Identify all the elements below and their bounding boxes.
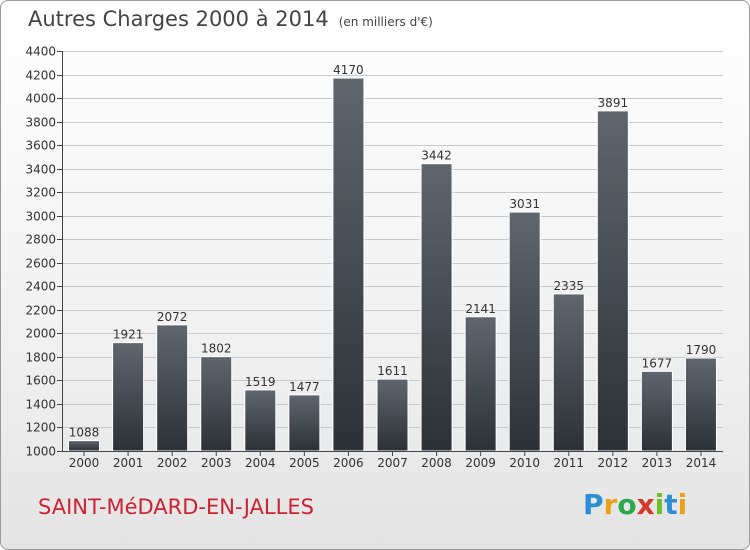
bar — [376, 378, 409, 452]
y-tick-label: 1600 — [25, 374, 56, 388]
y-tick-label: 1800 — [25, 351, 56, 365]
bar — [684, 357, 717, 452]
y-tick-label: 4400 — [25, 45, 56, 59]
x-tick-label: 2008 — [421, 456, 452, 470]
y-tick-label: 1400 — [25, 398, 56, 412]
bar-value-label: 1611 — [377, 364, 408, 378]
y-tick-label: 2000 — [25, 327, 56, 341]
x-tick-label: 2002 — [157, 456, 188, 470]
y-tick-label: 2200 — [25, 304, 56, 318]
bar — [288, 394, 321, 452]
y-tick-label: 3400 — [25, 163, 56, 177]
y-tick-label: 2400 — [25, 280, 56, 294]
x-tick-label: 2010 — [509, 456, 540, 470]
city-name: SAINT-MéDARD-EN-JALLES — [38, 495, 314, 519]
logo-letter: r — [603, 488, 618, 521]
x-tick-label: 2004 — [245, 456, 276, 470]
logo-letter: o — [617, 488, 637, 521]
bar — [200, 356, 233, 452]
y-tick-label: 2600 — [25, 257, 56, 271]
y-tick-label: 3800 — [25, 116, 56, 130]
bar-value-label: 1677 — [642, 356, 673, 370]
y-tick-label: 4200 — [25, 69, 56, 83]
y-tick-label: 1200 — [25, 421, 56, 435]
y-tick-label: 3600 — [25, 139, 56, 153]
x-tick-label: 2006 — [333, 456, 364, 470]
bar — [508, 211, 541, 452]
axes-group: 1000 1200 1400 1600 1800 2000 2200 2400 2600 2800… — [25, 45, 723, 470]
x-tick-label: 2009 — [465, 456, 496, 470]
x-tick-label: 2011 — [553, 456, 584, 470]
bar-value-label: 2072 — [157, 310, 188, 324]
bar-value-label: 2141 — [465, 302, 496, 316]
bar — [244, 389, 277, 452]
x-tick-label: 2003 — [201, 456, 232, 470]
logo-letter: t — [664, 488, 678, 521]
bar — [156, 324, 189, 452]
bar — [552, 293, 585, 452]
bar — [596, 110, 629, 452]
x-tick-label: 2013 — [642, 456, 673, 470]
bar-value-label: 1802 — [201, 342, 232, 356]
logo-letter: i — [677, 488, 688, 521]
bar — [420, 163, 453, 452]
y-tick-label: 1000 — [25, 445, 56, 459]
x-tick-label: 2005 — [289, 456, 320, 470]
bar-value-label: 1477 — [289, 380, 320, 394]
bar — [640, 370, 673, 452]
bar-value-label: 3031 — [509, 197, 540, 211]
x-tick-label: 2012 — [598, 456, 629, 470]
logo-letter: P — [583, 488, 604, 521]
bar-value-label: 2335 — [553, 279, 584, 293]
bar — [68, 440, 101, 452]
x-tick-label: 2000 — [69, 456, 100, 470]
bar-value-label: 1921 — [113, 328, 144, 342]
y-tick-label: 2800 — [25, 233, 56, 247]
chart-subtitle: (en milliers d'€) — [338, 15, 433, 29]
bar — [464, 316, 497, 452]
x-tick-label: 2007 — [377, 456, 408, 470]
bar-value-label: 1088 — [69, 426, 100, 440]
bar-value-label: 1519 — [245, 375, 276, 389]
y-tick-label: 3000 — [25, 210, 56, 224]
proxiti-logo: Proxiti — [583, 488, 687, 521]
bar-value-label: 3442 — [421, 149, 452, 163]
bars-group: 1088 1921 2072 1802 1519 1477 4170 1611 3442 2141… — [68, 63, 717, 452]
y-tick-label: 4000 — [25, 92, 56, 106]
chart-title-text: Autres Charges 2000 à 2014 — [28, 7, 329, 31]
bar-value-label: 3891 — [598, 96, 629, 110]
logo-letter: x — [636, 488, 655, 521]
chart-title: Autres Charges 2000 à 2014 (en milliers d… — [28, 7, 433, 31]
x-tick-label: 2014 — [686, 456, 717, 470]
x-tick-label: 2001 — [113, 456, 144, 470]
bar-value-label: 1790 — [686, 343, 717, 357]
bar — [112, 342, 145, 452]
bar — [332, 77, 365, 452]
logo-letter: i — [654, 488, 665, 521]
y-tick-label: 3200 — [25, 186, 56, 200]
bar-value-label: 4170 — [333, 63, 364, 77]
